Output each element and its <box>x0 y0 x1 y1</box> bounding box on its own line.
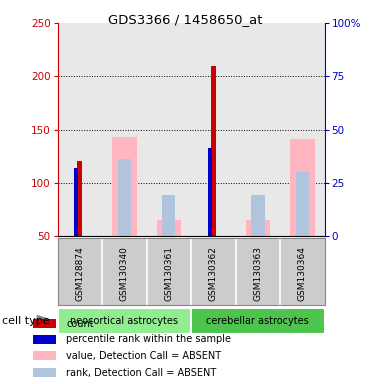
Text: GSM130340: GSM130340 <box>120 246 129 301</box>
Text: GSM130362: GSM130362 <box>209 246 218 301</box>
Bar <box>33 368 56 377</box>
Bar <box>296 172 309 236</box>
Text: value, Detection Call = ABSENT: value, Detection Call = ABSENT <box>66 351 221 361</box>
Text: GSM130364: GSM130364 <box>298 246 307 301</box>
Bar <box>74 168 78 236</box>
Text: GSM128874: GSM128874 <box>75 246 84 301</box>
Bar <box>33 351 56 361</box>
Text: count: count <box>66 319 94 329</box>
Bar <box>112 137 137 236</box>
Bar <box>290 139 315 236</box>
Text: neocortical astrocytes: neocortical astrocytes <box>70 316 178 326</box>
Bar <box>251 195 265 236</box>
Bar <box>33 319 56 328</box>
Bar <box>33 335 56 344</box>
Text: cerebellar astrocytes: cerebellar astrocytes <box>207 316 309 326</box>
Text: cell type: cell type <box>2 316 49 326</box>
Bar <box>58 308 191 334</box>
Text: percentile rank within the sample: percentile rank within the sample <box>66 334 232 344</box>
Text: rank, Detection Call = ABSENT: rank, Detection Call = ABSENT <box>66 368 217 378</box>
Text: GSM130361: GSM130361 <box>164 246 173 301</box>
Bar <box>191 308 325 334</box>
Text: GDS3366 / 1458650_at: GDS3366 / 1458650_at <box>108 13 263 26</box>
Bar <box>207 148 212 236</box>
Bar <box>157 220 181 236</box>
Bar <box>246 220 270 236</box>
Polygon shape <box>37 316 53 326</box>
Bar <box>118 159 131 236</box>
Bar <box>77 161 82 236</box>
Bar <box>162 195 175 236</box>
Text: GSM130363: GSM130363 <box>253 246 262 301</box>
Bar <box>211 66 216 236</box>
